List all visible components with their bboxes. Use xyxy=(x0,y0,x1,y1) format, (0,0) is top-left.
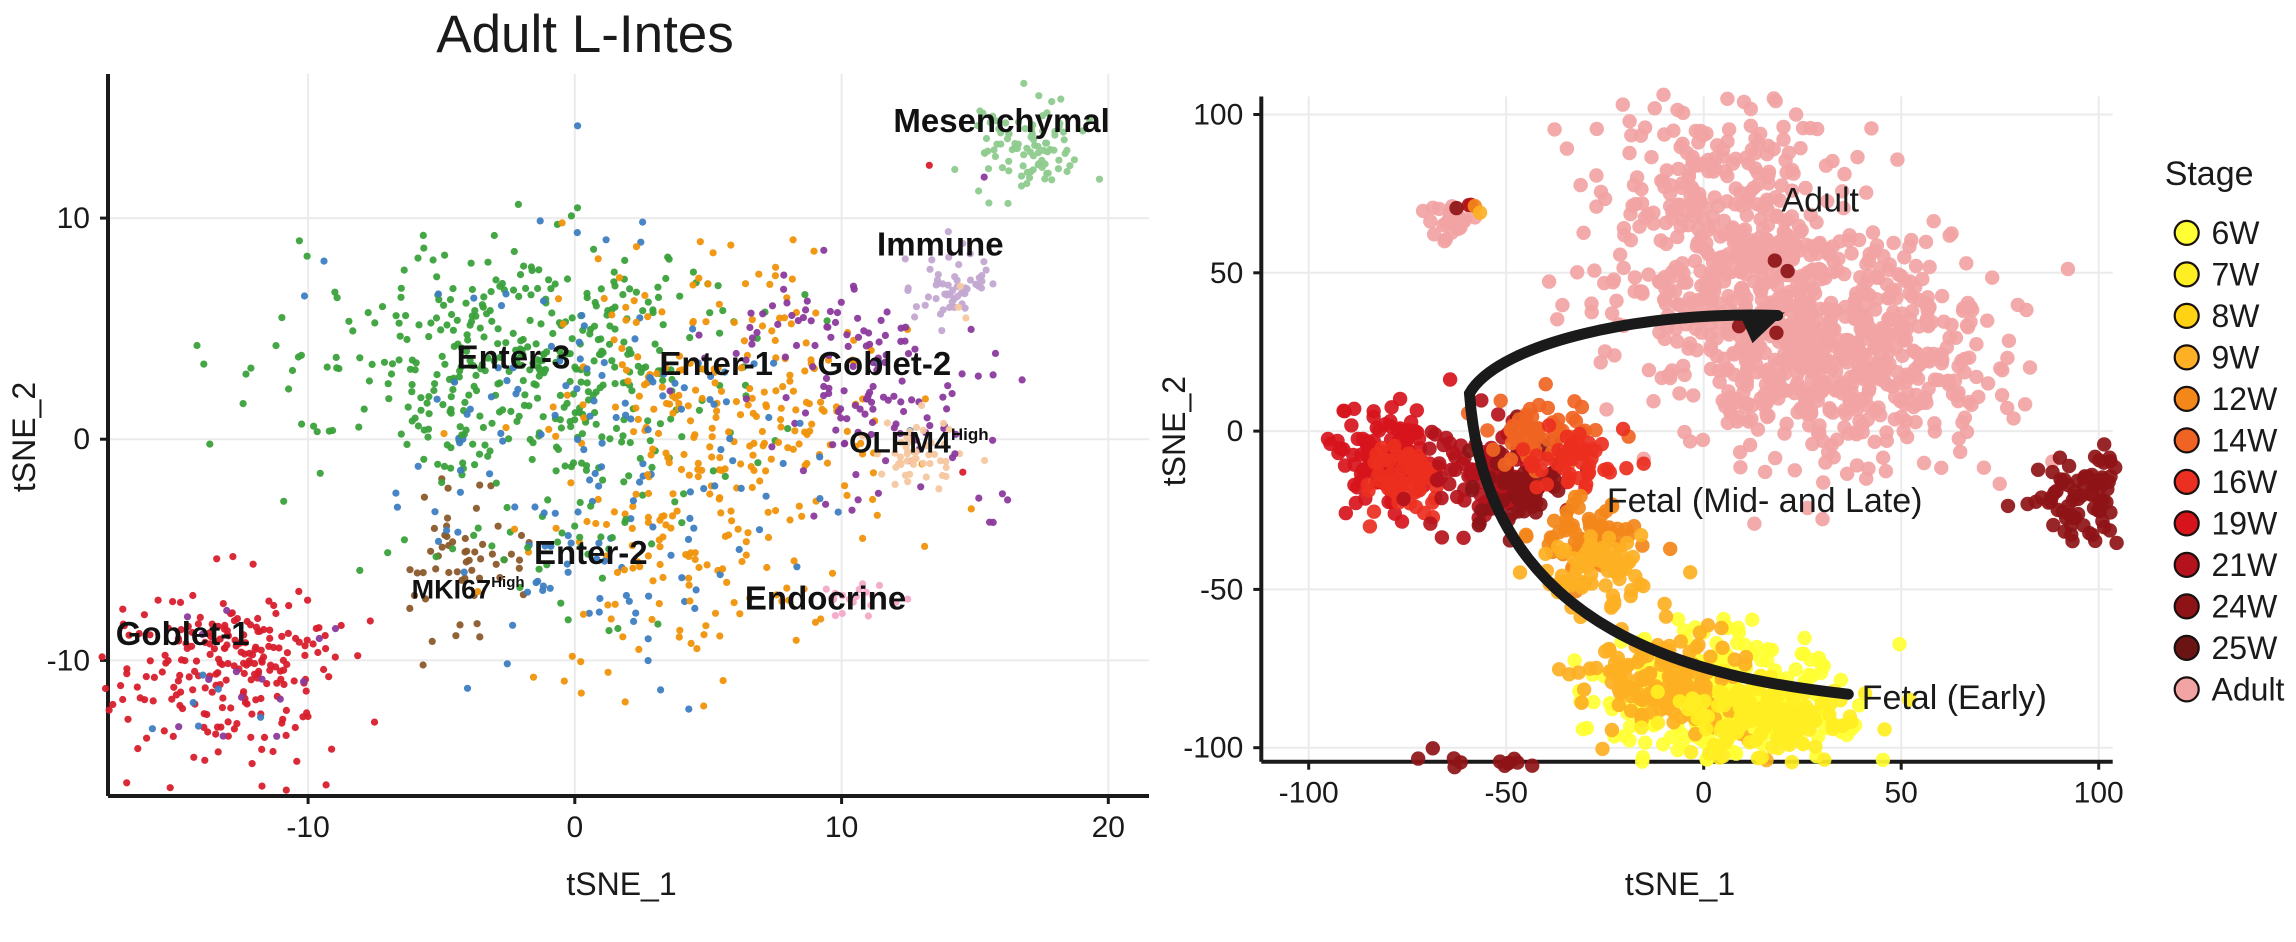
svg-text:Enter-1: Enter-1 xyxy=(659,345,773,382)
svg-text:Adult L-Intes: Adult L-Intes xyxy=(436,5,734,64)
svg-text:-10: -10 xyxy=(47,644,90,677)
svg-text:-100: -100 xyxy=(1279,777,1339,810)
svg-text:21W: 21W xyxy=(2212,547,2279,583)
svg-text:-50: -50 xyxy=(1485,777,1528,810)
svg-text:14W: 14W xyxy=(2212,422,2279,458)
svg-text:Immune: Immune xyxy=(877,226,1004,263)
svg-text:0: 0 xyxy=(1227,415,1244,448)
svg-text:Mesenchymal: Mesenchymal xyxy=(893,102,1109,139)
svg-text:tSNE_2: tSNE_2 xyxy=(6,382,42,492)
svg-text:24W: 24W xyxy=(2212,588,2279,624)
svg-text:0: 0 xyxy=(73,423,90,456)
svg-text:Adult: Adult xyxy=(2212,671,2285,707)
svg-text:50: 50 xyxy=(1885,777,1918,810)
svg-text:8W: 8W xyxy=(2212,298,2261,334)
svg-text:Goblet-1: Goblet-1 xyxy=(116,615,250,652)
svg-text:tSNE_1: tSNE_1 xyxy=(566,866,676,902)
svg-text:9W: 9W xyxy=(2212,339,2261,375)
svg-text:Adult: Adult xyxy=(1782,181,1860,219)
svg-text:Goblet-2: Goblet-2 xyxy=(817,345,951,382)
svg-text:Endocrine: Endocrine xyxy=(745,580,906,617)
svg-text:tSNE_1: tSNE_1 xyxy=(1625,866,1735,902)
svg-text:Stage: Stage xyxy=(2165,155,2254,193)
svg-text:16W: 16W xyxy=(2212,464,2279,500)
svg-text:100: 100 xyxy=(1193,99,1243,132)
svg-text:tSNE_2: tSNE_2 xyxy=(1156,376,1192,486)
svg-text:50: 50 xyxy=(1210,257,1243,290)
svg-text:100: 100 xyxy=(2074,777,2124,810)
svg-text:20: 20 xyxy=(1092,811,1125,844)
svg-text:19W: 19W xyxy=(2212,505,2279,541)
svg-text:0: 0 xyxy=(1695,777,1712,810)
svg-text:Fetal (Early): Fetal (Early) xyxy=(1862,679,2047,717)
svg-text:-50: -50 xyxy=(1200,573,1243,606)
svg-text:10: 10 xyxy=(57,202,90,235)
svg-text:Enter-3: Enter-3 xyxy=(457,338,571,375)
svg-text:12W: 12W xyxy=(2212,381,2279,417)
svg-text:Enter-2: Enter-2 xyxy=(534,534,648,571)
svg-text:-10: -10 xyxy=(286,811,329,844)
svg-text:0: 0 xyxy=(566,811,583,844)
svg-text:25W: 25W xyxy=(2212,630,2279,666)
svg-text:10: 10 xyxy=(825,811,858,844)
svg-text:7W: 7W xyxy=(2212,256,2261,292)
svg-text:Fetal (Mid- and Late): Fetal (Mid- and Late) xyxy=(1607,482,1923,520)
svg-text:6W: 6W xyxy=(2212,215,2261,251)
svg-text:-100: -100 xyxy=(1183,732,1243,765)
